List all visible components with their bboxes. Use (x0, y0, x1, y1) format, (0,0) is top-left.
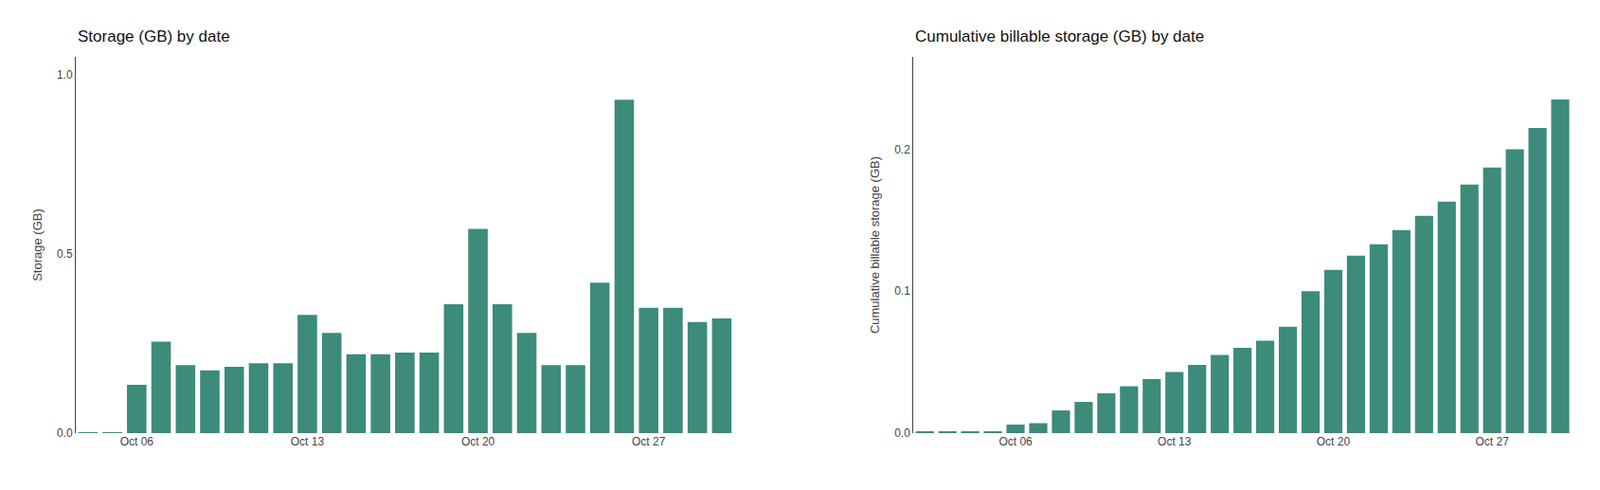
svg-text:0.5: 0.5 (56, 247, 73, 261)
svg-text:Oct 06: Oct 06 (998, 434, 1033, 449)
svg-text:Cumulative billable storage (G: Cumulative billable storage (GB) (867, 156, 882, 334)
svg-text:1.0: 1.0 (56, 68, 73, 82)
svg-text:0.0: 0.0 (56, 426, 73, 440)
svg-text:0.2: 0.2 (894, 143, 911, 157)
svg-text:Oct 20: Oct 20 (1316, 434, 1351, 449)
svg-text:Oct 27: Oct 27 (1474, 434, 1510, 449)
svg-text:0.0: 0.0 (894, 426, 911, 440)
svg-text:Oct 20: Oct 20 (461, 434, 496, 449)
svg-text:Oct 06: Oct 06 (120, 434, 155, 449)
svg-text:Storage (GB) by date: Storage (GB) by date (77, 27, 231, 46)
svg-text:Oct 13: Oct 13 (290, 434, 325, 449)
svg-text:Storage (GB): Storage (GB) (30, 208, 45, 282)
svg-text:Oct 27: Oct 27 (631, 434, 666, 449)
svg-text:0.1: 0.1 (894, 284, 911, 298)
svg-text:Cumulative billable storage (G: Cumulative billable storage (GB) by date (915, 27, 1205, 46)
svg-text:Oct 13: Oct 13 (1157, 434, 1192, 449)
